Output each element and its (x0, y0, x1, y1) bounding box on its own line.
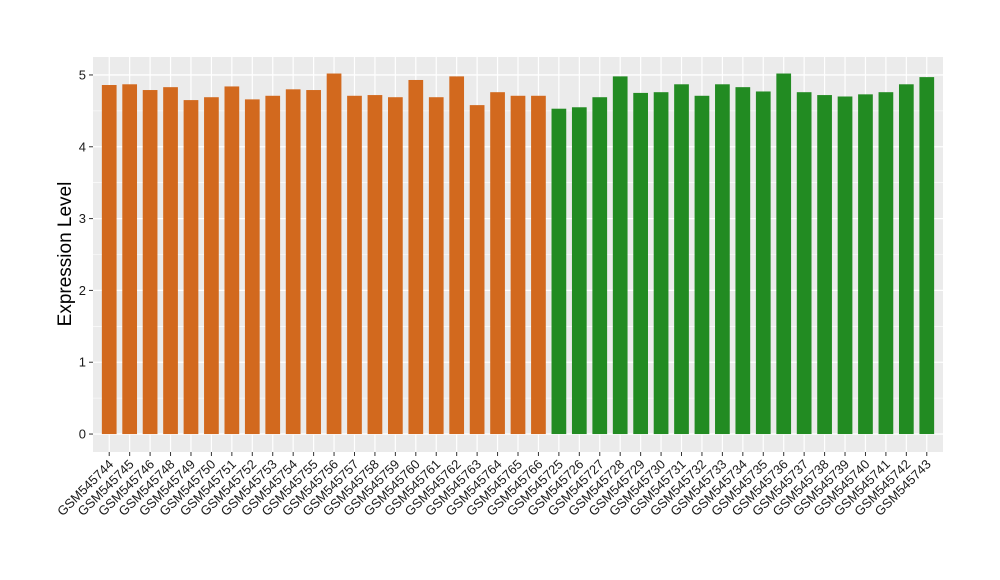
bar (163, 87, 178, 435)
y-tick-label: 1 (79, 355, 86, 370)
bar (449, 76, 465, 435)
bar (919, 77, 935, 435)
bar (571, 107, 587, 435)
bar (776, 73, 792, 435)
bar (408, 79, 424, 435)
bar (510, 95, 526, 435)
x-axis: GSM545744GSM545745GSM545746GSM545748GSM5… (54, 452, 934, 519)
bar (183, 100, 199, 435)
bar (531, 95, 546, 435)
bar (735, 87, 751, 435)
bar (633, 92, 648, 435)
bar (858, 94, 873, 435)
bar (388, 97, 403, 435)
y-tick-label: 2 (79, 283, 86, 298)
y-tick-label: 3 (79, 211, 86, 226)
bar (367, 95, 383, 435)
bar (428, 97, 444, 435)
bar (490, 92, 505, 435)
bar (674, 84, 689, 435)
bar (898, 84, 914, 435)
bars (101, 73, 935, 435)
y-axis-title: Expression Level (55, 182, 76, 327)
bar (469, 105, 485, 435)
bar (285, 89, 301, 435)
y-tick-label: 4 (79, 139, 86, 154)
bar (326, 73, 342, 435)
bar (224, 86, 240, 435)
bar (837, 96, 853, 435)
bar (878, 92, 894, 435)
bar (551, 108, 567, 435)
y-tick-label: 0 (79, 427, 86, 442)
bar (612, 76, 628, 435)
y-tick-label: 5 (79, 67, 86, 82)
bar (142, 90, 158, 435)
bar (347, 95, 362, 435)
bar (817, 95, 832, 435)
bar (204, 97, 219, 435)
bar (592, 97, 608, 435)
bar (122, 84, 138, 435)
bar (101, 85, 117, 435)
bar (306, 90, 321, 435)
bar (755, 91, 771, 435)
bar (694, 95, 710, 435)
y-axis: 0 1 2 3 4 5 (79, 67, 93, 442)
bar (244, 99, 260, 435)
bar (265, 95, 281, 435)
bar (653, 92, 669, 435)
bar (796, 92, 812, 435)
bar (715, 84, 730, 435)
